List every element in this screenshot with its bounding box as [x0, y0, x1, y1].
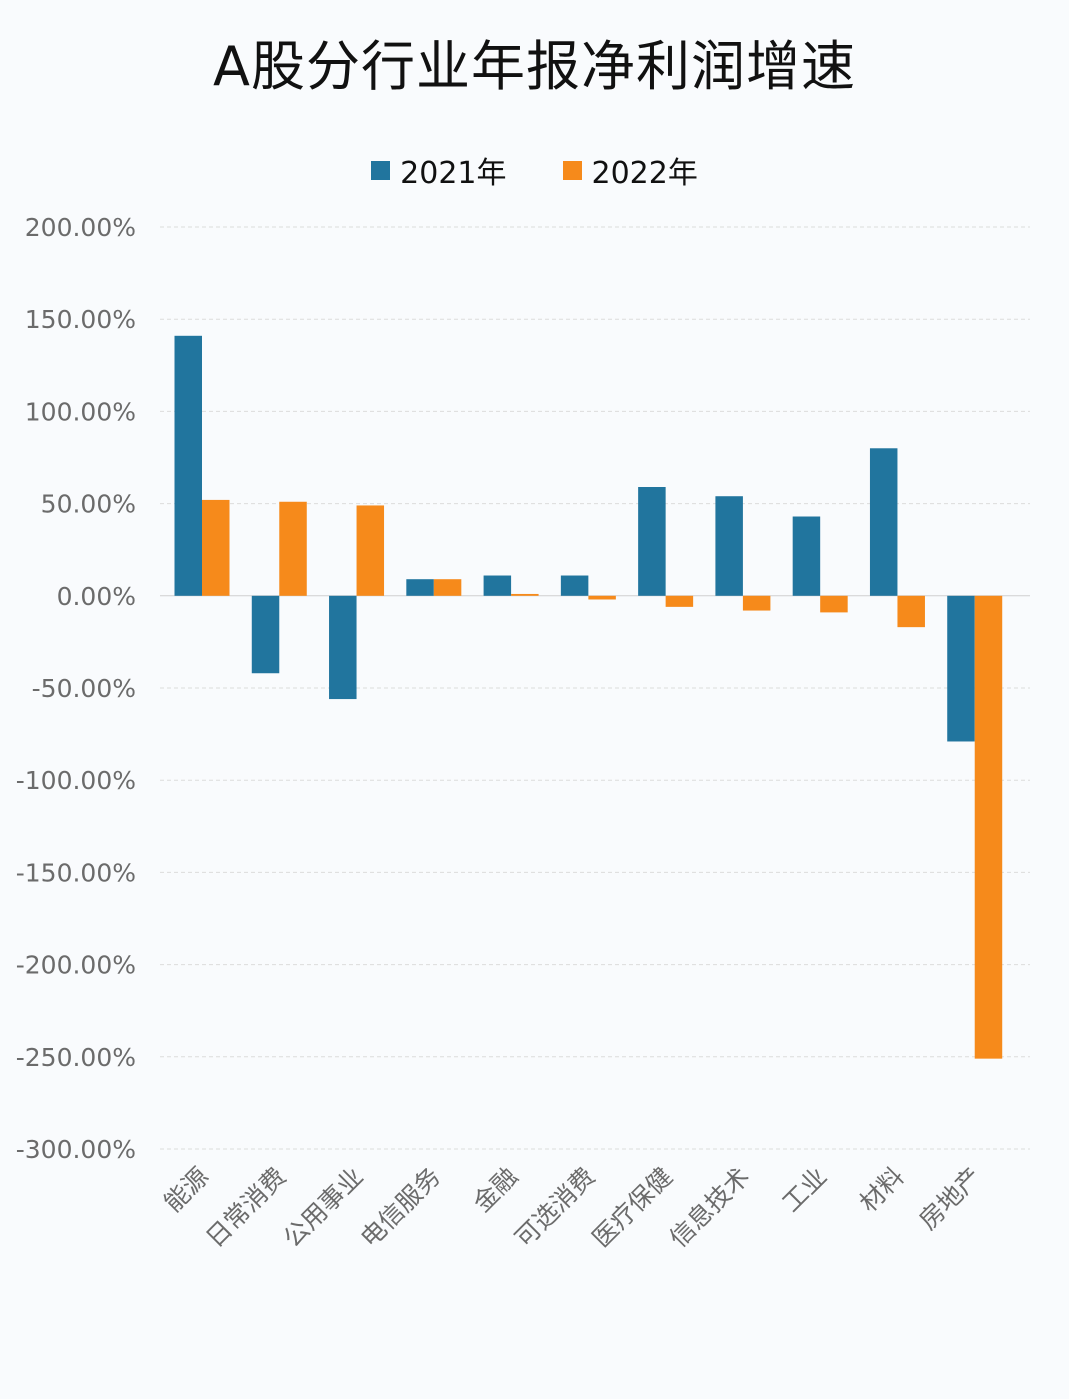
- legend-item-2022: 2022年: [562, 148, 698, 192]
- y-tick-label: -150.00%: [16, 858, 136, 887]
- bar-2022: [820, 595, 848, 613]
- bar-2021: [406, 579, 434, 596]
- legend: 2021年 2022年: [0, 148, 1069, 192]
- bar-2021: [638, 487, 666, 596]
- bar-2022: [897, 595, 925, 628]
- x-tick-label: 材料: [854, 1162, 910, 1218]
- legend-swatch-2022: [562, 160, 582, 180]
- y-tick-label: 200.00%: [25, 213, 136, 242]
- legend-item-2021: 2021年: [371, 148, 507, 192]
- y-tick-label: -200.00%: [16, 951, 136, 980]
- x-tick-label: 公用事业: [278, 1162, 369, 1253]
- x-tick-label: 日常消费: [200, 1162, 291, 1253]
- bar-2021: [251, 595, 280, 674]
- bar-2022: [202, 499, 230, 596]
- bar-2021: [560, 575, 589, 596]
- y-tick-label: 0.00%: [57, 582, 136, 611]
- bar-2022: [433, 579, 462, 596]
- x-tick-label: 金融: [467, 1162, 523, 1218]
- y-tick-label: 150.00%: [25, 305, 136, 334]
- x-tick-label: 工业: [777, 1162, 833, 1218]
- x-tick-label: 信息技术: [664, 1162, 755, 1253]
- legend-label-2022: 2022年: [591, 156, 698, 191]
- bar-2021: [174, 335, 202, 596]
- x-tick-label: 能源: [158, 1162, 214, 1218]
- bar-2021: [715, 496, 743, 596]
- legend-label-2021: 2021年: [400, 156, 507, 191]
- bar-2022: [742, 595, 771, 611]
- x-tick-label: 电信服务: [355, 1162, 446, 1253]
- bar-2021: [483, 575, 512, 596]
- x-tick-label: 可选消费: [509, 1162, 600, 1253]
- y-tick-label: -50.00%: [32, 674, 136, 703]
- y-tick-label: 100.00%: [25, 397, 136, 426]
- bar-2022: [588, 595, 616, 600]
- bar-2021: [947, 595, 975, 742]
- bar-2022: [974, 595, 1003, 1059]
- chart-title: A股分行业年报净利润增速: [213, 35, 856, 98]
- bar-2022: [356, 505, 385, 596]
- bar-2022: [665, 595, 694, 607]
- bar-2021: [329, 595, 357, 700]
- bar-2021: [792, 516, 821, 596]
- x-tick-label: 房地产: [913, 1162, 987, 1236]
- y-tick-label: -300.00%: [16, 1135, 136, 1164]
- legend-swatch-2021: [371, 160, 391, 180]
- bar-2021: [869, 448, 898, 596]
- x-tick-label: 医疗保健: [587, 1162, 678, 1253]
- y-tick-label: -100.00%: [16, 766, 136, 795]
- y-tick-label: 50.00%: [41, 490, 136, 519]
- bar-2022: [279, 501, 307, 596]
- bar-2022: [511, 593, 539, 596]
- y-tick-label: -250.00%: [16, 1043, 136, 1072]
